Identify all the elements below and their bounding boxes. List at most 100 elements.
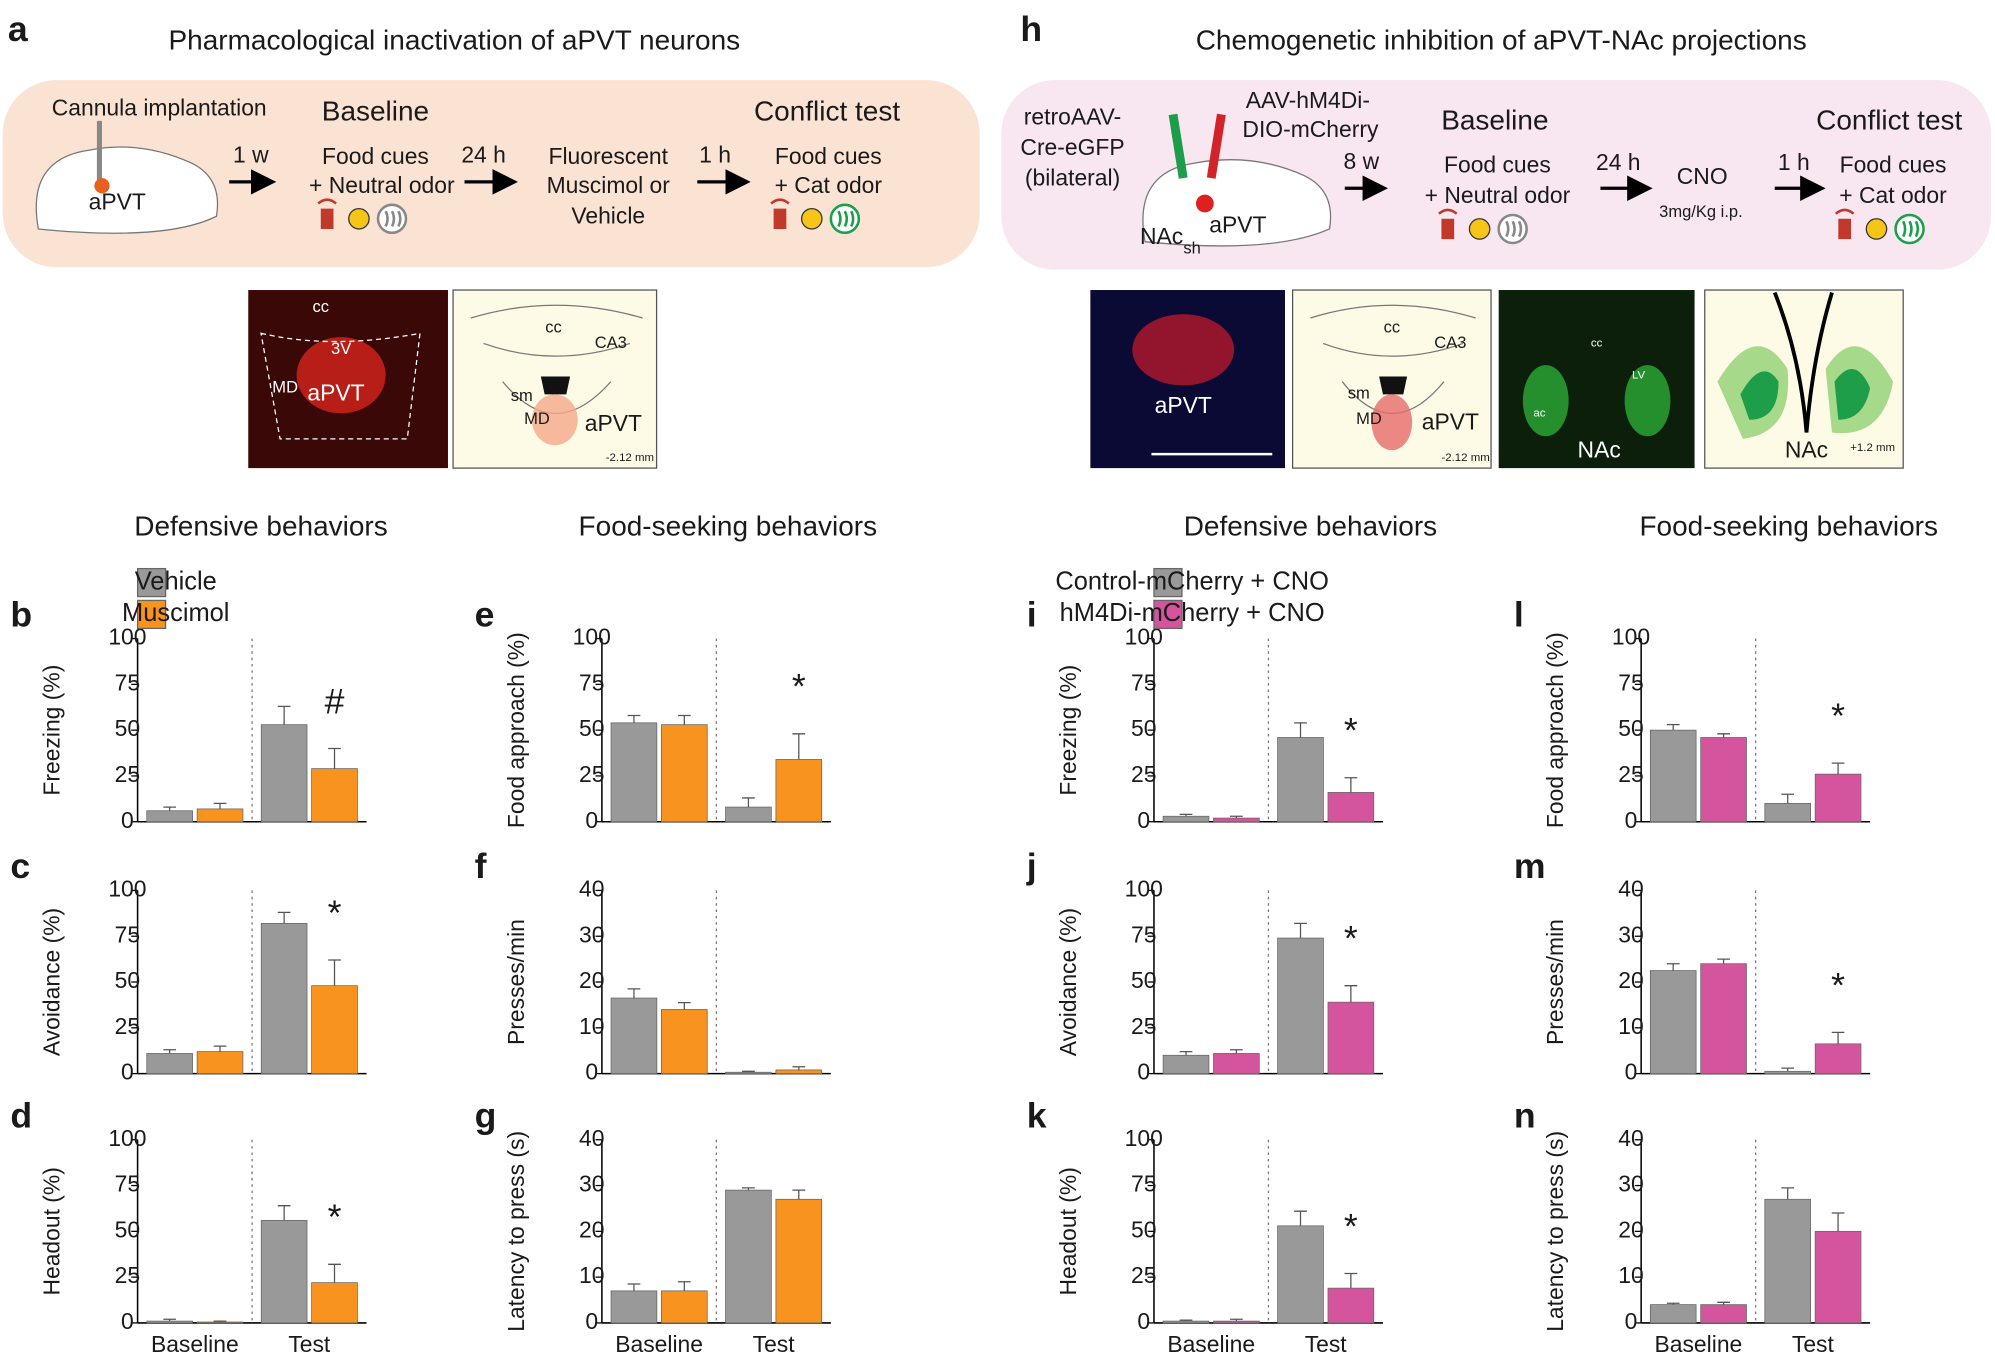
legend-label: Control-mCherry + CNO	[1055, 567, 1329, 595]
bar	[610, 997, 658, 1074]
y-tick-label: 0	[1625, 807, 1638, 833]
bar	[1700, 737, 1747, 823]
significance-mark: *	[1344, 1206, 1358, 1246]
label: + Neutral odor	[1425, 182, 1571, 208]
bar	[1814, 773, 1862, 823]
atlas-fill	[540, 376, 571, 395]
y-axis-label: Headout (%)	[39, 1167, 65, 1295]
panel-letter: n	[1514, 1096, 1536, 1136]
y-tick-label: 50	[115, 1216, 140, 1242]
y-tick-label: 100	[108, 875, 146, 901]
light-icon	[800, 207, 823, 230]
bar	[1327, 1287, 1375, 1324]
panel-letter: e	[475, 594, 495, 634]
significance-mark: *	[792, 667, 806, 707]
label: Food cues	[1840, 152, 1947, 178]
label: 24 h	[461, 142, 506, 168]
odor-icon	[829, 203, 861, 235]
bar	[311, 1282, 358, 1324]
error-bar	[213, 1320, 227, 1323]
label: NAc	[1578, 437, 1621, 463]
error-bar	[742, 797, 755, 808]
label: MD	[1356, 409, 1382, 428]
light-icon	[348, 207, 370, 230]
label: aPVT	[1155, 392, 1212, 418]
legend-label: Muscimol	[122, 599, 229, 627]
error-bar	[163, 1049, 177, 1054]
bar	[1213, 1320, 1260, 1324]
odor-icon	[1894, 213, 1925, 245]
bar	[1700, 963, 1747, 1074]
error-bar	[627, 714, 641, 723]
odor-waves	[837, 210, 855, 227]
y-tick-label: 50	[1131, 715, 1156, 741]
label: NAc	[1140, 223, 1183, 249]
y-tick-label: 25	[1131, 1262, 1156, 1288]
panel-letter: m	[1514, 846, 1546, 886]
y-axis-label: Latency to press (s)	[503, 1131, 529, 1332]
section-heading: Defensive behaviors	[1184, 510, 1437, 541]
error-bar	[1179, 1050, 1193, 1056]
bar	[1277, 737, 1324, 823]
odor-waves	[384, 210, 402, 227]
error-bar	[1179, 1319, 1193, 1322]
label: aPVT	[89, 189, 146, 215]
sound-waves	[317, 198, 337, 205]
label: aPVT	[307, 379, 364, 405]
error-bar	[163, 806, 177, 811]
sound-icon	[1838, 218, 1852, 240]
legend-swatch	[1153, 599, 1183, 630]
label: DIO-mCherry	[1242, 116, 1379, 142]
light-icon	[1865, 218, 1888, 240]
error-bar	[1717, 733, 1730, 738]
sound-waves	[1438, 208, 1458, 215]
error-bar	[1344, 777, 1358, 793]
label: LV	[1632, 369, 1646, 381]
error-bar	[1230, 1049, 1243, 1054]
error-bar	[1717, 1301, 1730, 1305]
label: 3mg/Kg i.p.	[1659, 202, 1743, 221]
error-bar	[742, 1070, 755, 1073]
y-tick-label: 50	[115, 967, 140, 993]
error-bar	[792, 1066, 806, 1070]
label: sh	[1183, 239, 1200, 258]
bar	[196, 1321, 244, 1324]
legend-label: hM4Di-mCherry + CNO	[1060, 599, 1325, 627]
y-tick-label: 10	[579, 1262, 604, 1288]
x-tick-label: Baseline	[1655, 1331, 1743, 1356]
y-axis-label: Latency to press (s)	[1542, 1131, 1568, 1332]
bar	[1649, 970, 1697, 1074]
atlas-region	[1834, 369, 1871, 420]
y-tick-label: 20	[1618, 967, 1643, 993]
label: 1 w	[233, 142, 269, 168]
label: cc	[545, 318, 562, 337]
error-bar	[163, 1318, 177, 1322]
y-tick-label: 30	[579, 1171, 604, 1197]
bar	[1764, 1070, 1811, 1074]
section-heading: Food-seeking behaviors	[579, 510, 878, 541]
x-tick-label: Baseline	[151, 1331, 239, 1356]
panel-title: Pharmacological inactivation of aPVT neu…	[169, 24, 741, 55]
odor-waves	[1505, 220, 1523, 238]
y-tick-label: 100	[573, 624, 611, 650]
error-bar	[677, 1281, 691, 1291]
y-tick-label: 50	[1131, 1216, 1156, 1242]
error-bar	[1666, 963, 1680, 971]
bar	[1764, 1198, 1811, 1324]
y-tick-label: 40	[579, 1125, 604, 1151]
infusion-site	[1371, 394, 1413, 451]
error-bar	[1781, 1187, 1795, 1200]
atlas-region	[1740, 371, 1779, 420]
x-tick-label: Baseline	[1167, 1331, 1255, 1356]
histology-signal	[1522, 365, 1569, 437]
bar	[1213, 1053, 1260, 1074]
y-tick-label: 0	[121, 807, 134, 833]
bar	[661, 1009, 708, 1074]
error-bar	[677, 1001, 691, 1010]
y-tick-label: 40	[1618, 1125, 1643, 1151]
label: AAV-hM4Di-	[1246, 87, 1370, 113]
bar	[196, 1051, 244, 1074]
significance-mark: *	[328, 893, 342, 933]
panel-letter: k	[1027, 1096, 1047, 1136]
y-axis-label: Avoidance (%)	[39, 908, 65, 1056]
